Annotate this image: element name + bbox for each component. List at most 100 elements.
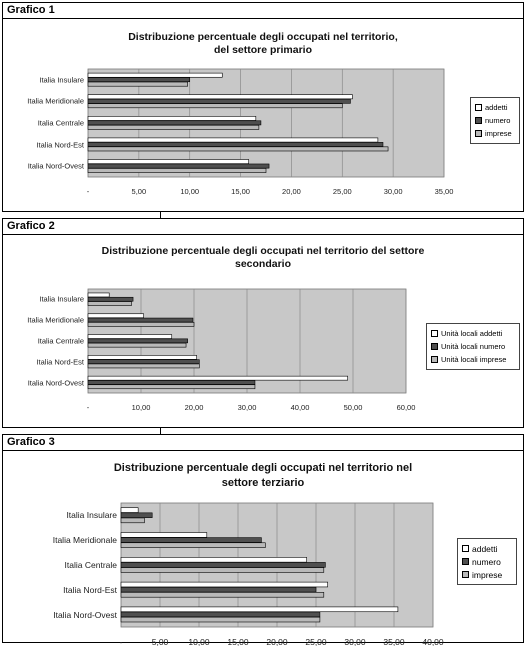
bar-imprese (120, 542, 266, 548)
bar-unit-locali-imprese (87, 363, 200, 369)
legend-item: addetti (475, 101, 515, 114)
x-tick-label: 10,00 (188, 637, 210, 647)
x-tick-label: - (86, 187, 90, 196)
bar-unit-locali-imprese (87, 384, 256, 390)
bar-addetti (120, 557, 307, 563)
bar-numero (120, 537, 262, 543)
legend-swatch (462, 571, 469, 578)
bar-imprese (120, 592, 325, 598)
bar-numero (87, 77, 191, 83)
panel-connector (160, 428, 161, 434)
legend-item: Unità locali numero (431, 340, 515, 353)
chart-title: Distribuzione percentuale degli occupati… (113, 462, 413, 489)
x-tick-label: 60,00 (396, 403, 416, 412)
bar-unit-locali-numero (87, 338, 188, 344)
x-tick-label: 10,00 (180, 187, 200, 196)
bar-imprese (120, 567, 325, 573)
bar-imprese (120, 517, 145, 524)
bar-imprese (87, 103, 343, 109)
bar-addetti (120, 606, 399, 613)
panel-divider (3, 234, 523, 235)
x-tick-label: 25,00 (332, 187, 352, 196)
x-tick-label: 20,00 (282, 187, 301, 196)
bar-chart (87, 288, 407, 394)
bar-unit-locali-numero (87, 380, 256, 385)
x-tick-label: 35,00 (383, 637, 405, 647)
x-tick-label: 20,00 (184, 403, 204, 412)
chart-title: Distribuzione percentuale degli occupati… (128, 31, 398, 56)
bar-unit-locali-addetti (87, 334, 173, 339)
bar-unit-locali-addetti (87, 292, 110, 298)
bar-addetti (87, 94, 353, 100)
legend-label: imprese (472, 569, 503, 580)
bar-unit-locali-imprese (87, 322, 195, 327)
chart-title: Distribuzione percentuale degli occupati… (101, 245, 425, 270)
panel-header: Grafico 3 (7, 436, 55, 448)
bar-unit-locali-imprese (87, 342, 187, 348)
legend-item: imprese (462, 568, 512, 581)
legend-label: addetti (472, 543, 498, 554)
legend-label: Unità locali imprese (441, 355, 507, 364)
panel-divider (3, 18, 523, 19)
x-tick-label: 5,00 (131, 187, 147, 196)
bar-unit-locali-imprese (87, 301, 132, 306)
bar-addetti (87, 116, 257, 121)
bar-addetti (120, 532, 208, 538)
legend-label: imprese (485, 129, 512, 138)
bar-numero (120, 586, 317, 593)
x-tick-label: 10,00 (131, 403, 151, 412)
category-label: Italia Insulare (39, 294, 84, 304)
legend: addetti numero imprese (470, 97, 520, 144)
bar-unit-locali-addetti (87, 355, 197, 360)
legend: addetti numero imprese (457, 538, 517, 585)
bar-numero (120, 611, 321, 618)
bar-imprese (87, 124, 260, 130)
x-tick-label: 20,00 (266, 637, 288, 647)
category-label: Italia Centrale (37, 336, 84, 346)
bar-addetti (87, 137, 379, 143)
bar-imprese (87, 168, 267, 173)
category-label: Italia Insulare (66, 510, 117, 521)
x-tick-label: - (86, 403, 90, 412)
category-label: Italia Nord-Est (63, 584, 117, 595)
panel-header: Grafico 1 (7, 4, 55, 16)
panel-connector (160, 212, 161, 218)
legend-item: imprese (475, 127, 515, 140)
bar-unit-locali-numero (87, 317, 194, 323)
category-label: Italia Meridionale (27, 96, 84, 106)
bar-addetti (120, 581, 328, 588)
bar-unit-locali-numero (87, 296, 134, 302)
bar-numero (87, 142, 384, 147)
category-label: Italia Meridionale (52, 535, 117, 546)
bar-addetti (120, 507, 139, 513)
x-tick-label: 35,00 (434, 187, 454, 196)
x-tick-label: 30,00 (237, 403, 257, 412)
x-tick-label: 50,00 (343, 403, 363, 412)
legend-label: addetti (485, 103, 508, 112)
legend-item: Unità locali imprese (431, 353, 515, 366)
legend-item: addetti (462, 542, 512, 555)
x-tick-label: 30,00 (383, 187, 403, 196)
legend-label: Unità locali numero (441, 342, 506, 351)
x-tick-label: 25,00 (305, 637, 327, 647)
bar-numero (87, 120, 262, 126)
bar-unit-locali-addetti (87, 313, 144, 319)
category-label: Italia Nord-Est (36, 357, 84, 367)
legend-label: Unità locali addetti (441, 329, 503, 338)
bar-addetti (87, 159, 250, 164)
bar-numero (120, 512, 153, 518)
category-label: Italia Centrale (64, 560, 117, 570)
legend-swatch (475, 130, 482, 137)
legend-item: numero (462, 555, 512, 568)
panel-header: Grafico 2 (7, 220, 55, 232)
x-tick-label: 15,00 (227, 637, 249, 647)
x-tick-label: 5,00 (151, 637, 169, 647)
x-tick-label: 40,00 (422, 637, 444, 647)
bar-imprese (87, 146, 389, 152)
bar-numero (120, 562, 326, 568)
panel-divider (3, 450, 523, 451)
chart-panel-1: Grafico 1 Distribuzione percentuale degl… (2, 2, 524, 212)
chart-panel-3: Grafico 3 Distribuzione percentuale degl… (2, 434, 524, 647)
category-label: Italia Nord-Ovest (27, 161, 84, 171)
bar-chart (87, 68, 445, 178)
